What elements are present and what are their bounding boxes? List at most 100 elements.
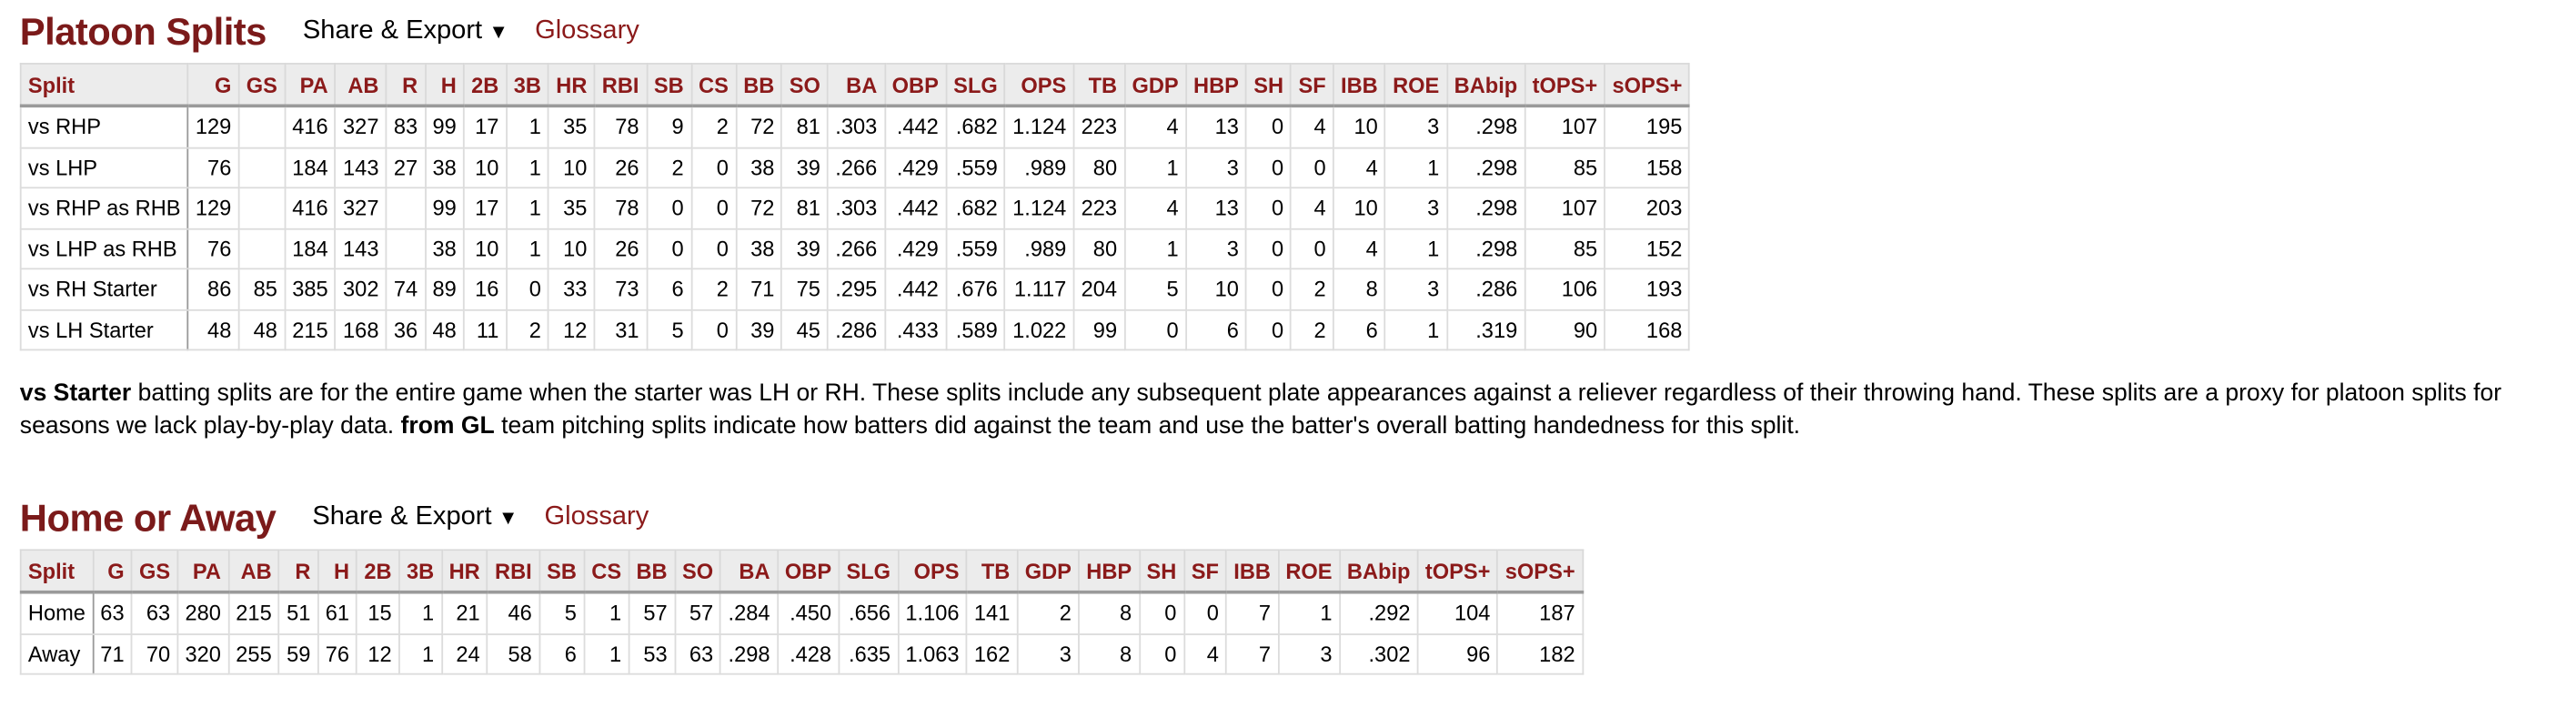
column-header[interactable]: HBP	[1184, 63, 1248, 108]
column-header[interactable]: G	[186, 63, 240, 108]
column-header[interactable]: 2B	[356, 549, 400, 594]
stat-cell: 13	[1184, 187, 1248, 229]
column-header[interactable]: BAbip	[1445, 63, 1526, 108]
column-header[interactable]: Split	[19, 63, 189, 108]
column-header[interactable]: R	[277, 549, 319, 594]
stat-cell: .989	[1004, 227, 1075, 270]
column-header[interactable]: OBP	[883, 63, 947, 108]
column-header[interactable]: RBI	[593, 63, 648, 108]
column-header[interactable]: HBP	[1078, 549, 1141, 594]
column-header[interactable]: H	[317, 549, 358, 594]
stat-cell: 4	[1290, 187, 1334, 229]
column-header[interactable]: GS	[130, 549, 179, 594]
stat-cell: 3	[1277, 632, 1341, 675]
column-header[interactable]: 3B	[397, 549, 443, 594]
column-header[interactable]: SF	[1182, 549, 1228, 594]
column-header[interactable]: H	[424, 63, 465, 108]
column-header[interactable]: GDP	[1016, 549, 1081, 594]
column-header[interactable]: sOPS+	[1604, 63, 1691, 108]
column-header[interactable]: SF	[1290, 63, 1334, 108]
stat-cell: 203	[1604, 187, 1691, 229]
column-header[interactable]: BA	[719, 549, 779, 594]
column-header[interactable]: OPS	[897, 549, 968, 594]
stat-cell: 0	[645, 187, 692, 229]
stat-cell: 12	[548, 308, 596, 351]
column-header[interactable]: SH	[1138, 549, 1185, 594]
column-header[interactable]: CS	[689, 63, 737, 108]
stat-cell: 1.124	[1004, 105, 1075, 148]
column-header[interactable]: GS	[237, 63, 286, 108]
table-row: vs RHP as RHB 129 416 327 99 17 1 35 78 0 0 72 81.30…	[19, 187, 1691, 229]
column-header[interactable]: TB	[1072, 63, 1126, 108]
column-header[interactable]: OBP	[776, 549, 840, 594]
stat-cell: 129	[186, 105, 240, 148]
stat-cell: 35	[548, 105, 596, 148]
share-export-menu[interactable]: Share & Export ▼	[303, 16, 508, 46]
column-header[interactable]: CS	[583, 549, 630, 594]
stat-cell: 327	[334, 105, 387, 148]
column-header[interactable]: sOPS+	[1496, 549, 1584, 594]
table-row: Away 71 70 320 255 59 76 12 1 24 58 6 1 53 63.298.428.…	[19, 632, 1584, 675]
column-header[interactable]: BB	[628, 549, 676, 594]
stat-cell: 78	[593, 105, 648, 148]
column-header[interactable]: ROE	[1384, 63, 1448, 108]
column-header[interactable]: SLG	[838, 549, 900, 594]
stat-cell: 17	[463, 187, 508, 229]
stat-cell: 385	[284, 268, 337, 310]
column-header[interactable]: SB	[645, 63, 692, 108]
stat-cell: 80	[1072, 146, 1126, 189]
stat-cell: .303	[827, 105, 886, 148]
stat-cell: .682	[945, 187, 1006, 229]
share-export-menu[interactable]: Share & Export ▼	[312, 503, 518, 533]
stat-cell: .989	[1004, 146, 1075, 189]
column-header[interactable]: HR	[548, 63, 596, 108]
column-header[interactable]: BB	[735, 63, 783, 108]
stat-cell: 89	[424, 268, 465, 310]
column-header[interactable]: ROE	[1277, 549, 1341, 594]
column-header[interactable]: PA	[176, 549, 230, 594]
stat-cell: 184	[284, 227, 337, 270]
glossary-link[interactable]: Glossary	[544, 502, 649, 531]
column-header[interactable]: SO	[673, 549, 722, 594]
stat-cell: .295	[827, 268, 886, 310]
column-header[interactable]: IBB	[1225, 549, 1280, 594]
stat-cell: 38	[424, 227, 465, 270]
stat-cell: .319	[1445, 308, 1526, 351]
glossary-link[interactable]: Glossary	[535, 16, 639, 46]
column-header[interactable]: HR	[440, 549, 488, 594]
stat-cell: 107	[1524, 187, 1606, 229]
column-header[interactable]: SB	[538, 549, 586, 594]
column-header[interactable]: OPS	[1004, 63, 1075, 108]
column-header[interactable]: tOPS+	[1524, 63, 1606, 108]
stat-cell: 3	[1184, 146, 1248, 189]
stat-cell: 0	[689, 227, 737, 270]
column-header[interactable]: 2B	[463, 63, 508, 108]
column-header[interactable]: Split	[19, 549, 95, 594]
stat-cell: 152	[1604, 227, 1691, 270]
stat-cell: 0	[1123, 308, 1187, 351]
column-header[interactable]: G	[92, 549, 133, 594]
column-header[interactable]: BA	[827, 63, 886, 108]
stat-cell: .589	[945, 308, 1006, 351]
column-header[interactable]: GDP	[1123, 63, 1187, 108]
stat-cell: 63	[92, 591, 133, 635]
column-header[interactable]: PA	[284, 63, 337, 108]
column-header[interactable]: BAbip	[1338, 549, 1419, 594]
stat-cell: 36	[385, 308, 427, 351]
stat-cell: 26	[593, 227, 648, 270]
stat-cell: 187	[1496, 591, 1584, 635]
column-header[interactable]: 3B	[505, 63, 550, 108]
column-header[interactable]: SO	[780, 63, 829, 108]
stat-cell: 16	[463, 268, 508, 310]
column-header[interactable]: AB	[334, 63, 387, 108]
column-header[interactable]: AB	[227, 549, 280, 594]
stat-cell: 76	[186, 146, 240, 189]
column-header[interactable]: IBB	[1332, 63, 1386, 108]
column-header[interactable]: tOPS+	[1416, 549, 1499, 594]
column-header[interactable]: TB	[965, 549, 1019, 594]
column-header[interactable]: RBI	[486, 549, 540, 594]
column-header[interactable]: SLG	[945, 63, 1006, 108]
stat-cell: .676	[945, 268, 1006, 310]
column-header[interactable]: SH	[1245, 63, 1293, 108]
column-header[interactable]: R	[385, 63, 427, 108]
